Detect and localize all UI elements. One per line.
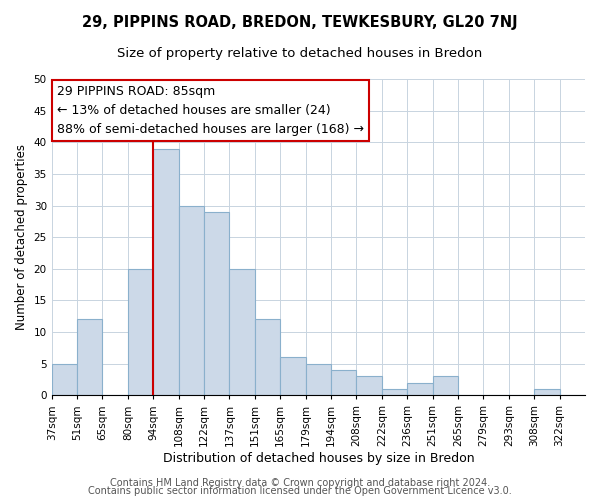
Bar bbox=[255, 320, 280, 396]
Bar bbox=[179, 206, 204, 396]
Bar bbox=[77, 320, 103, 396]
Text: Size of property relative to detached houses in Bredon: Size of property relative to detached ho… bbox=[118, 48, 482, 60]
Bar bbox=[433, 376, 458, 396]
Bar bbox=[52, 364, 77, 396]
Bar bbox=[280, 358, 305, 396]
Text: 29 PIPPINS ROAD: 85sqm
← 13% of detached houses are smaller (24)
88% of semi-det: 29 PIPPINS ROAD: 85sqm ← 13% of detached… bbox=[57, 86, 364, 136]
X-axis label: Distribution of detached houses by size in Bredon: Distribution of detached houses by size … bbox=[163, 452, 474, 465]
Text: Contains HM Land Registry data © Crown copyright and database right 2024.: Contains HM Land Registry data © Crown c… bbox=[110, 478, 490, 488]
Bar bbox=[407, 382, 433, 396]
Bar bbox=[305, 364, 331, 396]
Bar bbox=[229, 269, 255, 396]
Text: Contains public sector information licensed under the Open Government Licence v3: Contains public sector information licen… bbox=[88, 486, 512, 496]
Bar bbox=[204, 212, 229, 396]
Bar bbox=[153, 148, 179, 396]
Y-axis label: Number of detached properties: Number of detached properties bbox=[15, 144, 28, 330]
Bar bbox=[356, 376, 382, 396]
Text: 29, PIPPINS ROAD, BREDON, TEWKESBURY, GL20 7NJ: 29, PIPPINS ROAD, BREDON, TEWKESBURY, GL… bbox=[82, 15, 518, 30]
Bar bbox=[382, 389, 407, 396]
Bar bbox=[128, 269, 153, 396]
Bar bbox=[331, 370, 356, 396]
Bar bbox=[534, 389, 560, 396]
